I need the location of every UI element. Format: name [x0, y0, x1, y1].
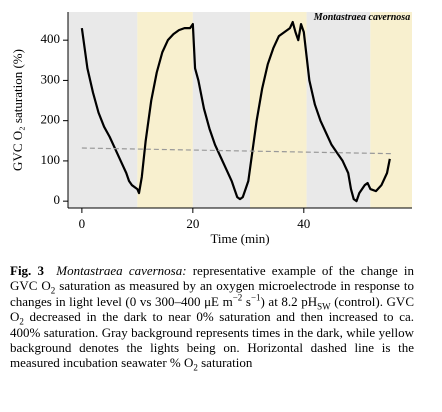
y-tick-label: 200: [41, 112, 61, 127]
caption-text: decreased in the dark to near 0% saturat…: [10, 309, 414, 371]
x-tick-label: 0: [79, 216, 86, 231]
annotation: Montastraea cavernosa: [313, 12, 410, 23]
y-tick-label: 100: [41, 152, 61, 167]
caption-text: 2: [19, 316, 24, 327]
caption-text: s: [242, 293, 251, 309]
data-line: [80, 20, 391, 203]
background-band: [68, 12, 138, 208]
background-band: [370, 12, 412, 208]
caption-text: Montastraea cavernosa:: [56, 263, 187, 278]
caption-text: 2: [50, 286, 56, 296]
x-axis-label: Time (min): [210, 231, 269, 246]
caption-text: 2: [193, 363, 198, 374]
caption-text: [44, 263, 56, 278]
caption-text: (control). GVC O: [10, 293, 414, 325]
caption-text: SW: [317, 301, 331, 312]
x-tick-label: 20: [186, 216, 199, 231]
background-band: [192, 12, 250, 208]
y-tick-label: 0: [54, 192, 61, 207]
caption-text: saturation: [197, 355, 253, 371]
caption-text: representative example of the change in …: [10, 263, 414, 294]
caption-text: −2: [232, 292, 243, 303]
reference-line: [81, 147, 393, 155]
background-bands: [68, 12, 412, 208]
y-tick-label: 400: [41, 31, 61, 46]
caption-text: Fig. 3: [10, 263, 44, 278]
background-band: [137, 12, 193, 208]
caption-text: −1: [250, 292, 261, 303]
chart: Montastraea cavernosa Time (min) GVC O₂ …: [10, 12, 412, 246]
caption: Fig. 3 Montastraea cavernosa: representa…: [10, 263, 414, 374]
y-axis-label: GVC O₂ saturation (%): [10, 49, 25, 171]
y-tick-label: 300: [41, 71, 61, 86]
x-tick-label: 40: [297, 216, 310, 231]
caption-text: saturation as measured by an oxygen micr…: [10, 278, 414, 309]
caption-text: ) at 8.2 pH: [260, 293, 318, 309]
